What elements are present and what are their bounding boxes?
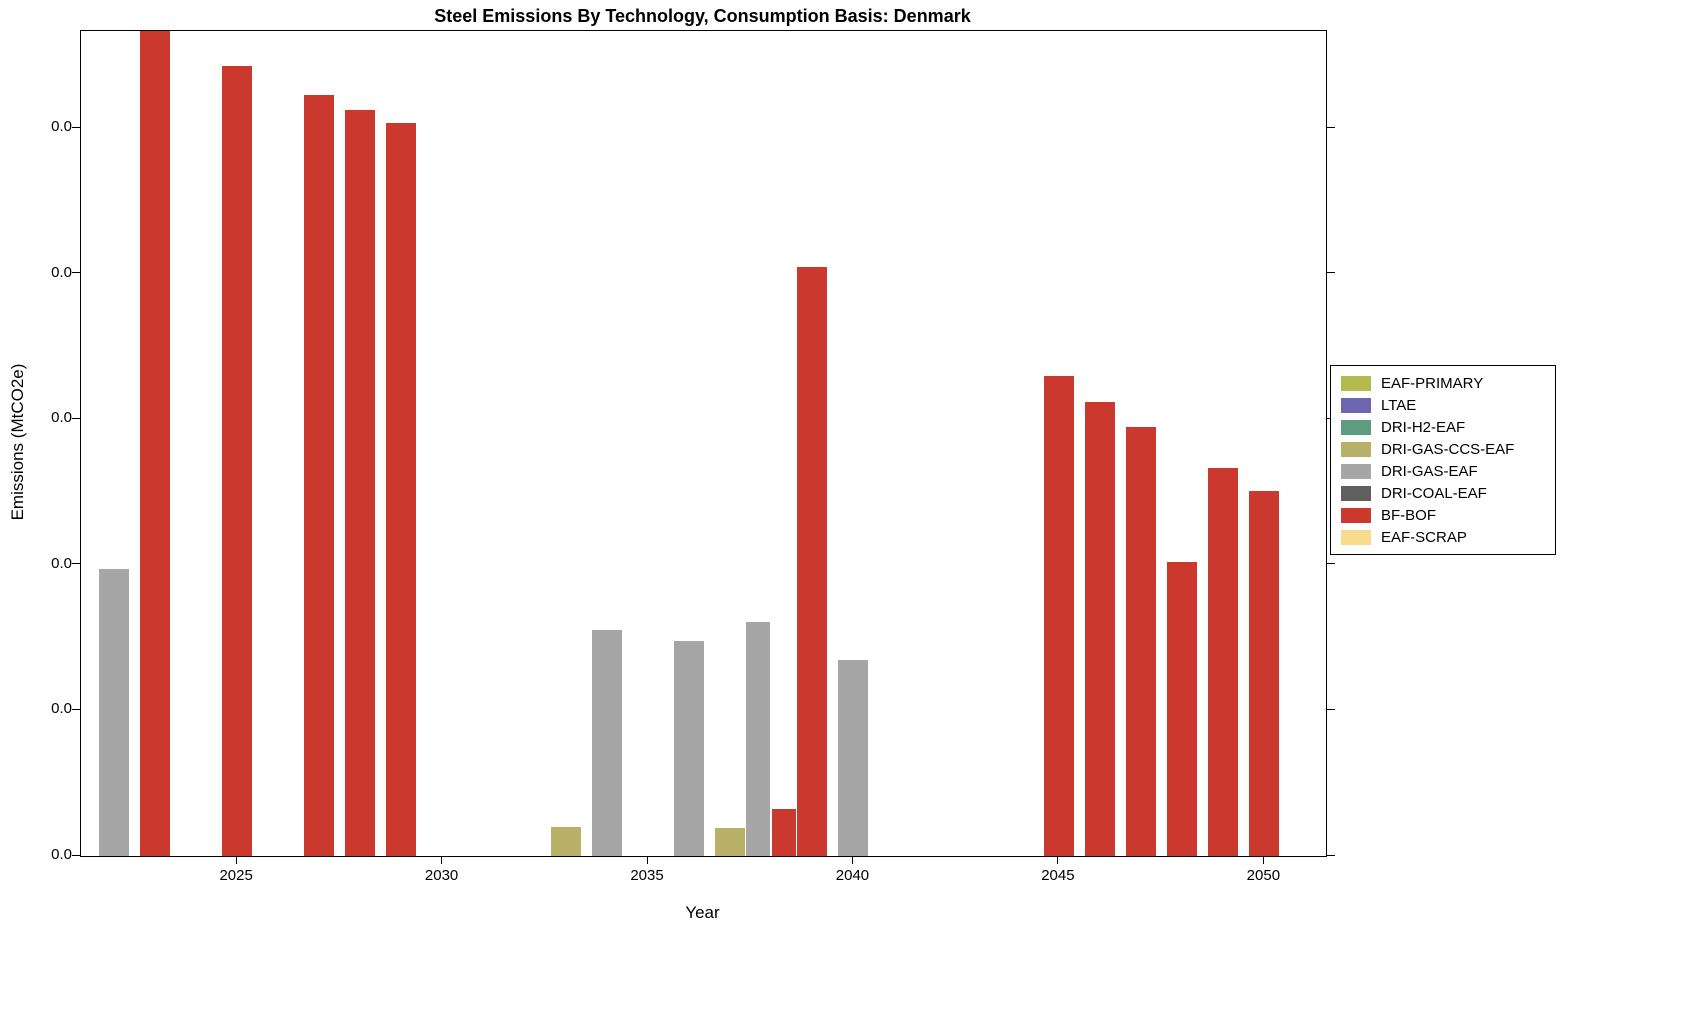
legend-label: DRI-GAS-EAF bbox=[1381, 462, 1478, 480]
x-tick-mark bbox=[441, 857, 443, 864]
legend-swatch-dri-h2-eaf bbox=[1341, 419, 1371, 435]
y-tick-mark bbox=[1327, 563, 1335, 565]
legend-row-dri-gas-eaf: DRI-GAS-EAF bbox=[1341, 460, 1545, 482]
bar-2045-bf-bof bbox=[1043, 375, 1074, 856]
bar-2047-bf-bof bbox=[1126, 426, 1157, 856]
bar-2029-bf-bof bbox=[386, 122, 417, 856]
legend-label: DRI-COAL-EAF bbox=[1381, 484, 1487, 502]
y-tick-mark bbox=[72, 708, 80, 710]
legend-label: DRI-GAS-CCS-EAF bbox=[1381, 440, 1515, 458]
bar-2036-dri-gas-eaf bbox=[674, 640, 705, 856]
legend-row-bf-bof: BF-BOF bbox=[1341, 504, 1545, 526]
x-tick-label: 2035 bbox=[630, 867, 664, 884]
y-tick-label: 0.0 bbox=[51, 700, 72, 718]
legend-swatch-dri-coal-eaf bbox=[1341, 485, 1371, 501]
x-tick-label: 2050 bbox=[1246, 867, 1281, 884]
legend-label: DRI-H2-EAF bbox=[1381, 418, 1466, 436]
y-tick-label: 0.0 bbox=[51, 263, 72, 281]
x-tick-label: 2045 bbox=[1041, 867, 1075, 884]
y-tick-label: 0.0 bbox=[51, 554, 72, 572]
y-tick-mark bbox=[72, 126, 80, 128]
legend-row-eaf-scrap: EAF-SCRAP bbox=[1341, 526, 1545, 548]
legend-label: EAF-PRIMARY bbox=[1381, 374, 1484, 392]
legend-swatch-ltae bbox=[1341, 397, 1371, 413]
bar-2033-dri-gas-ccs-eaf bbox=[550, 826, 581, 856]
legend-row-dri-coal-eaf: DRI-COAL-EAF bbox=[1341, 482, 1545, 504]
bar-2038-dri-gas-eaf bbox=[746, 621, 771, 856]
legend-row-dri-gas-ccs-eaf: DRI-GAS-CCS-EAF bbox=[1341, 438, 1545, 460]
legend-swatch-eaf-primary bbox=[1341, 375, 1371, 391]
bar-2050-bf-bof bbox=[1249, 490, 1280, 856]
legend-swatch-dri-gas-ccs-eaf bbox=[1341, 441, 1371, 457]
x-tick-mark bbox=[1262, 857, 1264, 864]
chart-title: Steel Emissions By Technology, Consumpti… bbox=[434, 6, 971, 26]
x-tick-label: 2030 bbox=[424, 867, 459, 884]
x-tick-label: 2025 bbox=[219, 867, 253, 884]
legend: EAF-PRIMARY LTAE DRI-H2-EAF DRI-GAS-CCS-EAF… bbox=[1330, 365, 1556, 555]
x-tick-mark bbox=[646, 857, 648, 864]
y-tick-mark bbox=[1327, 708, 1335, 710]
bar-2049-bf-bof bbox=[1208, 467, 1239, 856]
y-tick-mark bbox=[72, 417, 80, 419]
y-axis-label: Emissions (MtCO2e) bbox=[8, 363, 27, 521]
bar-2022-dri-gas-eaf bbox=[98, 569, 129, 856]
bar-2023-bf-bof bbox=[139, 31, 170, 856]
bar-2037-dri-gas-ccs-eaf bbox=[715, 828, 746, 856]
bar-2025-bf-bof bbox=[222, 65, 253, 856]
x-tick-mark bbox=[235, 857, 237, 864]
x-tick-mark bbox=[851, 857, 853, 864]
x-tick-mark bbox=[1057, 857, 1059, 864]
y-tick-mark bbox=[1327, 126, 1335, 128]
y-tick-mark bbox=[72, 272, 80, 274]
bar-2048-bf-bof bbox=[1167, 562, 1198, 856]
y-tick-label: 0.0 bbox=[51, 409, 72, 427]
y-tick-mark bbox=[72, 563, 80, 565]
legend-swatch-bf-bof bbox=[1341, 507, 1371, 523]
y-tick-mark bbox=[72, 854, 80, 856]
bar-2040-dri-gas-eaf bbox=[838, 659, 869, 856]
legend-row-ltae: LTAE bbox=[1341, 394, 1545, 416]
legend-label: EAF-SCRAP bbox=[1381, 528, 1467, 546]
y-tick-label: 0.0 bbox=[51, 846, 72, 863]
y-tick-mark bbox=[1327, 272, 1335, 274]
bar-2046-bf-bof bbox=[1085, 402, 1115, 856]
y-tick-label: 0.0 bbox=[51, 118, 72, 136]
bar-2039-bf-bof bbox=[797, 266, 828, 856]
bar-2034-dri-gas-eaf bbox=[591, 630, 622, 856]
legend-label: LTAE bbox=[1381, 396, 1417, 414]
legend-row-eaf-primary: EAF-PRIMARY bbox=[1341, 372, 1545, 394]
legend-swatch-eaf-scrap bbox=[1341, 529, 1371, 545]
bar-2028-bf-bof bbox=[345, 109, 376, 856]
x-axis-label: Year bbox=[685, 903, 720, 922]
bar-2027-bf-bof bbox=[304, 95, 335, 856]
plot-area bbox=[80, 30, 1327, 857]
legend-row-dri-h2-eaf: DRI-H2-EAF bbox=[1341, 416, 1545, 438]
legend-swatch-dri-gas-eaf bbox=[1341, 463, 1371, 479]
x-tick-label: 2040 bbox=[835, 867, 870, 884]
bar-2038-bf-bof bbox=[772, 809, 797, 856]
y-tick-mark bbox=[1327, 854, 1335, 856]
legend-label: BF-BOF bbox=[1381, 506, 1436, 524]
